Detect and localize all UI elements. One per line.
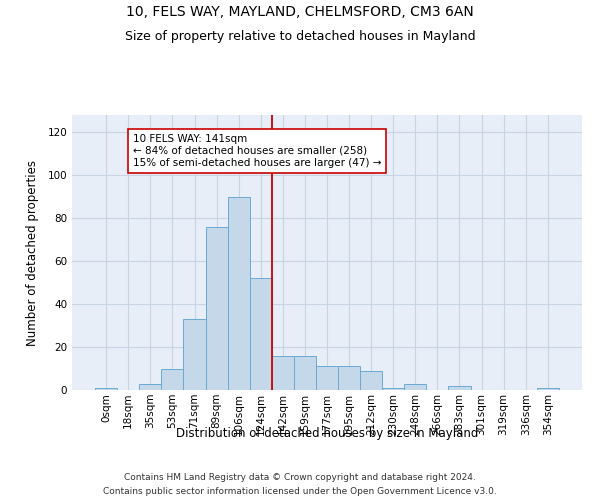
Bar	[250, 278, 272, 390]
Bar	[206, 226, 227, 390]
Text: 10, FELS WAY, MAYLAND, CHELMSFORD, CM3 6AN: 10, FELS WAY, MAYLAND, CHELMSFORD, CM3 6…	[126, 5, 474, 19]
Text: Size of property relative to detached houses in Mayland: Size of property relative to detached ho…	[125, 30, 475, 43]
Bar	[382, 388, 404, 390]
Bar	[338, 366, 360, 390]
Bar	[161, 368, 184, 390]
Bar	[404, 384, 427, 390]
Y-axis label: Number of detached properties: Number of detached properties	[26, 160, 39, 346]
Bar	[448, 386, 470, 390]
Bar	[184, 319, 206, 390]
Text: Distribution of detached houses by size in Mayland: Distribution of detached houses by size …	[176, 428, 478, 440]
Bar	[95, 388, 117, 390]
Bar	[227, 196, 250, 390]
Bar	[294, 356, 316, 390]
Bar	[360, 370, 382, 390]
Text: Contains HM Land Registry data © Crown copyright and database right 2024.: Contains HM Land Registry data © Crown c…	[124, 472, 476, 482]
Text: 10 FELS WAY: 141sqm
← 84% of detached houses are smaller (258)
15% of semi-detac: 10 FELS WAY: 141sqm ← 84% of detached ho…	[133, 134, 381, 168]
Bar	[272, 356, 294, 390]
Bar	[316, 366, 338, 390]
Bar	[139, 384, 161, 390]
Bar	[537, 388, 559, 390]
Text: Contains public sector information licensed under the Open Government Licence v3: Contains public sector information licen…	[103, 488, 497, 496]
